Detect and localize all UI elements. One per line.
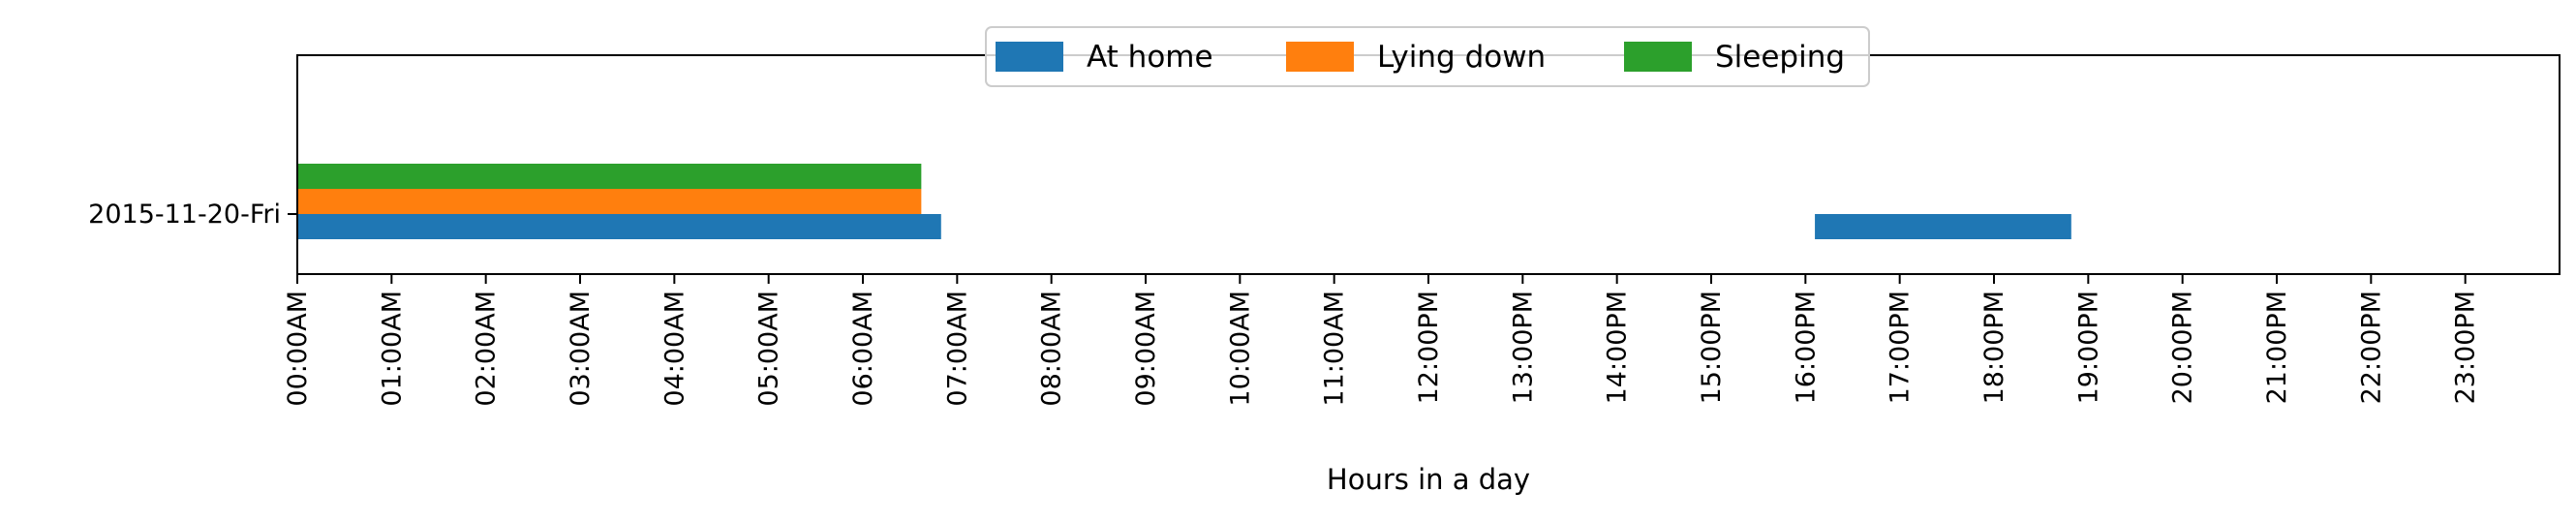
legend-swatch-lying-down bbox=[1286, 42, 1354, 72]
bar-at-home-0 bbox=[297, 214, 941, 239]
x-tick-label: 10:00AM bbox=[1225, 291, 1255, 407]
x-tick-label: 08:00AM bbox=[1037, 291, 1067, 407]
bar-sleeping-0 bbox=[297, 164, 922, 189]
x-tick-label: 20:00PM bbox=[2168, 291, 2198, 404]
x-tick-label: 13:00PM bbox=[1508, 291, 1538, 404]
x-tick-label: 11:00AM bbox=[1320, 291, 1350, 407]
x-tick-label: 19:00PM bbox=[2073, 291, 2103, 404]
x-tick-label: 22:00PM bbox=[2356, 291, 2386, 404]
bar-lying-down-0 bbox=[297, 189, 922, 214]
bars-layer bbox=[297, 164, 2071, 239]
x-tick-label: 17:00PM bbox=[1886, 291, 1916, 404]
bar-at-home-1 bbox=[1815, 214, 2071, 239]
x-tick-label: 00:00AM bbox=[283, 291, 313, 407]
x-tick-label: 16:00PM bbox=[1791, 291, 1821, 404]
x-tick-label: 05:00AM bbox=[754, 291, 784, 407]
x-axis: 00:00AM 01:00AM 02:00AM 03:00AM 04:00AM 05:00… bbox=[283, 274, 2481, 407]
legend-swatch-at-home bbox=[996, 42, 1063, 72]
x-tick-label: 18:00PM bbox=[1979, 291, 2009, 404]
x-tick-label: 02:00AM bbox=[472, 291, 502, 407]
x-axis-label: Hours in a day bbox=[1327, 463, 1530, 496]
x-tick-label: 21:00PM bbox=[2262, 291, 2292, 404]
x-tick-label: 06:00AM bbox=[848, 291, 878, 407]
x-tick-label: 03:00AM bbox=[566, 291, 596, 407]
legend: At home Lying down Sleeping bbox=[985, 26, 1870, 87]
x-tick-label: 09:00AM bbox=[1131, 291, 1161, 407]
legend-label: Lying down bbox=[1377, 40, 1546, 75]
legend-label: Sleeping bbox=[1715, 40, 1845, 75]
x-tick-label: 07:00AM bbox=[942, 291, 972, 407]
x-tick-label: 04:00AM bbox=[659, 291, 690, 407]
x-tick-label: 01:00AM bbox=[377, 291, 407, 407]
x-tick-label: 14:00PM bbox=[1603, 291, 1633, 404]
x-tick-label: 12:00PM bbox=[1414, 291, 1444, 404]
y-tick-label: 2015-11-20-Fri bbox=[88, 200, 281, 230]
legend-label: At home bbox=[1087, 40, 1213, 75]
x-tick-label: 15:00PM bbox=[1697, 291, 1727, 404]
y-axis: 2015-11-20-Fri bbox=[88, 200, 297, 230]
legend-swatch-sleeping bbox=[1624, 42, 1692, 72]
x-tick-label: 23:00PM bbox=[2451, 291, 2481, 404]
